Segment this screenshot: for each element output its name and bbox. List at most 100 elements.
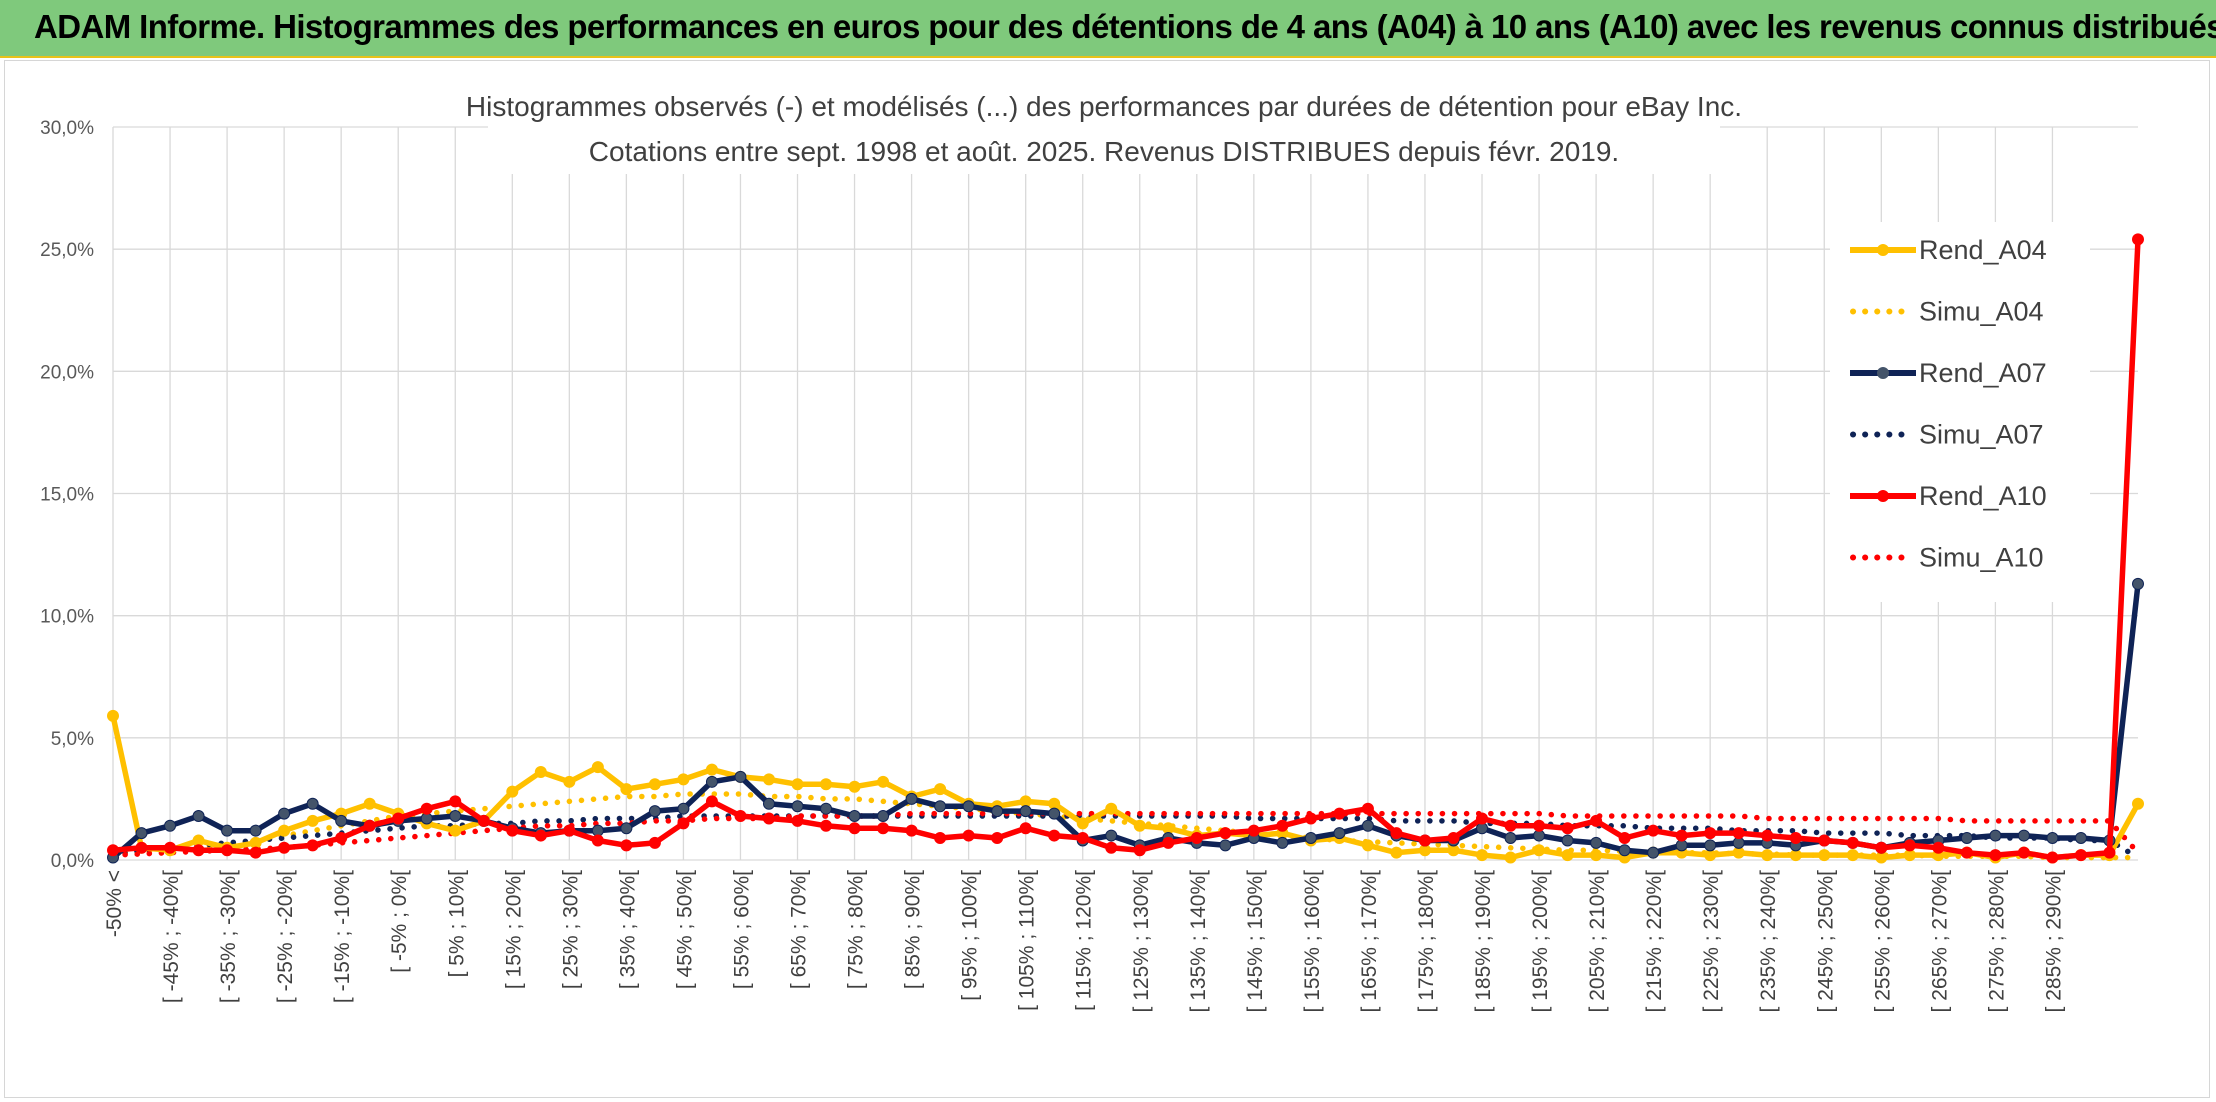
data-point (1361, 802, 1374, 815)
data-point (1076, 817, 1089, 830)
x-tick-label: [ 195% ; 200%[ (1529, 870, 1552, 1013)
data-point (1647, 846, 1660, 859)
data-point (1846, 836, 1859, 849)
data-point (1048, 829, 1061, 842)
data-point (848, 780, 861, 793)
data-point (563, 775, 576, 788)
data-point (591, 761, 604, 774)
report-banner: ADAM Informe. Histogrammes des performan… (0, 0, 2216, 58)
legend-label: Simu_A10 (1919, 543, 2044, 573)
x-tick-label: [ 175% ; 180%[ (1415, 870, 1438, 1013)
data-point (1960, 832, 1973, 845)
x-tick-label: [ 75% ; 80%[ (845, 870, 868, 989)
x-tick-label: [ 215% ; 220%[ (1643, 870, 1666, 1013)
data-point (2074, 849, 2087, 862)
x-tick-label: [ -45% ; -40%[ (160, 870, 183, 1003)
data-point (677, 802, 690, 815)
data-point (820, 819, 833, 832)
data-point (705, 795, 718, 808)
x-tick-label: [ 255% ; 260%[ (1871, 870, 1894, 1013)
x-tick-label: [ 115% ; 120%[ (1073, 870, 1096, 1011)
data-point (506, 785, 519, 798)
data-point (1447, 832, 1460, 845)
data-point (192, 810, 205, 823)
data-point (249, 846, 262, 859)
data-point (2132, 233, 2144, 246)
data-point (1561, 849, 1574, 862)
data-point (820, 802, 833, 815)
data-point (591, 834, 604, 847)
x-tick-label: [ -15% ; -10%[ (331, 870, 354, 1003)
data-point (1019, 805, 1032, 818)
data-point (648, 778, 661, 791)
x-tick-label: [ 245% ; 250%[ (1814, 870, 1837, 1013)
data-point (1675, 829, 1688, 842)
data-point (2132, 797, 2144, 810)
x-tick-label: [ 185% ; 190%[ (1472, 870, 1495, 1013)
data-point (107, 844, 119, 857)
y-tick-label: 30,0% (40, 118, 94, 139)
data-point (2103, 846, 2116, 859)
data-point (877, 775, 890, 788)
data-point (1647, 824, 1660, 837)
data-point (278, 824, 291, 837)
data-point (1875, 841, 1888, 854)
y-tick-label: 20,0% (40, 362, 94, 383)
data-point (449, 824, 462, 837)
data-point (1932, 841, 1945, 854)
data-point (1590, 814, 1603, 827)
x-tick-label: [ -5% ; 0%[ (388, 870, 411, 973)
data-point (1361, 819, 1374, 832)
x-tick-label: [ 65% ; 70%[ (788, 870, 811, 989)
x-tick-label: [ 155% ; 160%[ (1301, 870, 1324, 1013)
y-tick-label: 0,0% (51, 851, 94, 872)
x-tick-label: [ 35% ; 40%[ (616, 870, 639, 989)
x-tick-label: [ -35% ; -30%[ (217, 870, 240, 1003)
x-tick-label: [ 145% ; 150%[ (1244, 870, 1267, 1013)
data-point (1418, 834, 1431, 847)
data-point (1618, 832, 1631, 845)
data-point (705, 763, 718, 776)
data-point (1476, 849, 1489, 862)
data-point (1219, 827, 1232, 840)
legend-label: Rend_A04 (1919, 235, 2047, 265)
x-tick-label: [ 45% ; 50%[ (673, 870, 696, 989)
data-point (705, 775, 718, 788)
y-tick-label: 10,0% (40, 607, 94, 628)
data-point (221, 824, 234, 837)
data-point (1504, 851, 1517, 864)
data-point (1618, 844, 1631, 857)
data-point (1133, 844, 1146, 857)
data-point (1989, 849, 2002, 862)
data-point (1190, 832, 1203, 845)
x-tick-label: [ 285% ; 290%[ (2042, 870, 2065, 1013)
data-point (734, 770, 747, 783)
data-point (1903, 839, 1916, 852)
legend-label: Simu_A07 (1919, 420, 2044, 450)
data-point (877, 822, 890, 835)
legend-label: Rend_A07 (1919, 358, 2047, 388)
data-point (934, 800, 947, 813)
data-point (1590, 849, 1603, 862)
data-point (762, 797, 775, 810)
data-point (1590, 836, 1603, 849)
data-point (934, 783, 947, 796)
data-point (534, 766, 547, 779)
report-title: ADAM Informe. Histogrammes des performan… (34, 8, 2216, 45)
data-point (877, 810, 890, 823)
data-point (2132, 577, 2144, 590)
legend-item: Rend_A10 (1850, 481, 2047, 511)
data-point (1105, 841, 1118, 854)
x-tick-label: [ 165% ; 170%[ (1358, 870, 1381, 1013)
data-point (192, 844, 205, 857)
data-point (278, 841, 291, 854)
data-point (1390, 827, 1403, 840)
data-point (2046, 851, 2059, 864)
data-point (1704, 839, 1717, 852)
x-tick-label: [ 105% ; 110%[ (1016, 870, 1039, 1011)
x-tick-label: [ 205% ; 210%[ (1586, 870, 1609, 1013)
data-point (420, 802, 433, 815)
data-point (135, 827, 148, 840)
data-point (1504, 832, 1517, 845)
